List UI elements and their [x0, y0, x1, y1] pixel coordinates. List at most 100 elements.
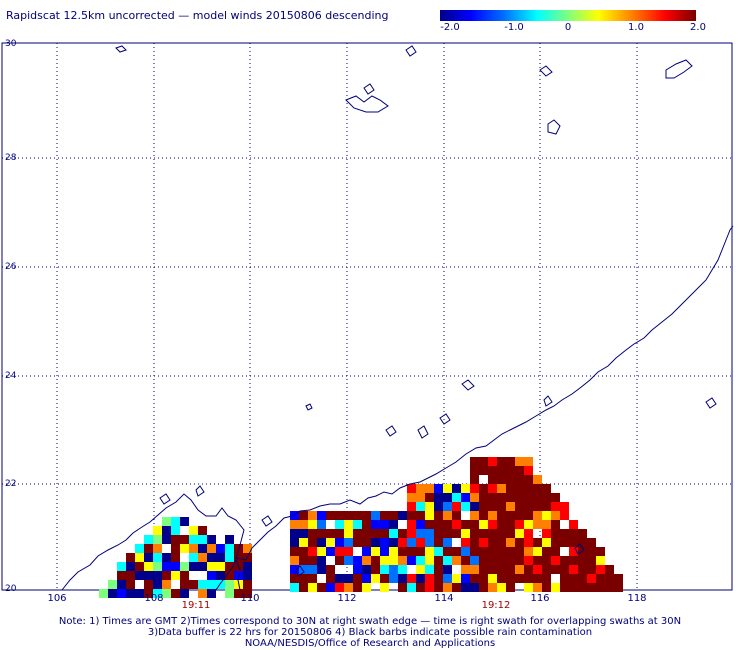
wind-cell — [162, 580, 171, 589]
wind-cell — [524, 493, 533, 502]
wind-cell — [461, 529, 470, 538]
wind-cell — [515, 538, 524, 547]
lon-label-110: 110 — [240, 593, 260, 604]
wind-cell — [524, 520, 533, 529]
wind-cell — [308, 583, 317, 592]
wind-cell — [524, 556, 533, 565]
wind-cell — [117, 562, 126, 571]
swath-time-label-1: 19:11 — [181, 600, 211, 611]
wind-cell — [479, 493, 488, 502]
wind-cell — [425, 547, 434, 556]
wind-cell — [189, 562, 198, 571]
wind-cell — [389, 520, 398, 529]
wind-cell — [497, 556, 506, 565]
wind-cell — [371, 520, 380, 529]
wind-cell — [162, 562, 171, 571]
wind-cell — [542, 511, 551, 520]
wind-cell — [416, 484, 425, 493]
wind-cell — [171, 526, 180, 535]
wind-cell — [108, 580, 117, 589]
wind-cell — [189, 580, 198, 589]
wind-cell — [533, 511, 542, 520]
wind-cell — [515, 565, 524, 574]
wind-cell — [308, 574, 317, 583]
wind-cell — [497, 511, 506, 520]
footnote-line-3: NOAA/NESDIS/Office of Research and Appli… — [244, 638, 496, 649]
wind-cell — [479, 520, 488, 529]
colorbar-tick-neg2: -2.0 — [440, 22, 460, 33]
wind-cell — [542, 493, 551, 502]
wind-cell — [198, 526, 207, 535]
wind-cell — [189, 544, 198, 553]
colorbar — [440, 10, 696, 21]
footnote-line-1: Note: 1) Times are GMT 2)Times correspon… — [58, 616, 682, 627]
wind-cell — [326, 583, 335, 592]
wind-cell — [398, 547, 407, 556]
wind-cell — [198, 535, 207, 544]
wind-cell — [614, 574, 623, 583]
wind-cell — [117, 571, 126, 580]
wind-cell — [290, 547, 299, 556]
wind-cell — [506, 565, 515, 574]
wind-cell — [569, 565, 578, 574]
wind-cell — [443, 574, 452, 583]
wind-cell — [542, 484, 551, 493]
wind-cell — [470, 457, 479, 466]
wind-cell — [416, 556, 425, 565]
wind-cell — [434, 565, 443, 574]
lat-label-22: 22 — [5, 479, 17, 489]
wind-cell — [533, 475, 542, 484]
wind-cell — [380, 565, 389, 574]
wind-cell — [398, 538, 407, 547]
wind-cell — [162, 553, 171, 562]
wind-cell — [144, 571, 153, 580]
wind-cell — [497, 574, 506, 583]
wind-cell — [153, 562, 162, 571]
wind-cell — [596, 583, 605, 592]
wind-cell — [560, 556, 569, 565]
wind-cell — [416, 583, 425, 592]
wind-cell — [488, 493, 497, 502]
wind-cell — [290, 520, 299, 529]
wind-cell — [135, 553, 144, 562]
wind-cell — [326, 538, 335, 547]
wind-cell — [398, 556, 407, 565]
wind-cell — [470, 574, 479, 583]
wind-cell — [596, 565, 605, 574]
wind-cell — [461, 583, 470, 592]
wind-cell — [443, 493, 452, 502]
wind-cell — [497, 502, 506, 511]
wind-cell — [452, 574, 461, 583]
wind-cell — [452, 520, 461, 529]
wind-cell — [416, 511, 425, 520]
wind-cell — [189, 526, 198, 535]
wind-cell — [416, 574, 425, 583]
wind-cell — [506, 574, 515, 583]
lon-label-114: 114 — [434, 593, 454, 604]
wind-cell — [371, 511, 380, 520]
wind-cell — [587, 547, 596, 556]
wind-cell — [470, 556, 479, 565]
wind-cell — [596, 574, 605, 583]
wind-cell — [353, 529, 362, 538]
wind-cell — [443, 565, 452, 574]
wind-cell — [533, 520, 542, 529]
wind-cell — [353, 574, 362, 583]
wind-cell — [308, 529, 317, 538]
wind-cell — [542, 538, 551, 547]
wind-cell — [234, 589, 243, 598]
wind-cell — [398, 529, 407, 538]
coastline — [61, 45, 734, 591]
wind-cell — [425, 493, 434, 502]
wind-cell — [380, 520, 389, 529]
lat-label-24: 24 — [5, 371, 17, 381]
wind-cell — [434, 493, 443, 502]
wind-cell — [153, 526, 162, 535]
wind-cell — [335, 574, 344, 583]
wind-cell — [162, 535, 171, 544]
wind-cell — [380, 583, 389, 592]
wind-cell — [389, 556, 398, 565]
wind-cell — [524, 574, 533, 583]
wind-cell — [326, 529, 335, 538]
